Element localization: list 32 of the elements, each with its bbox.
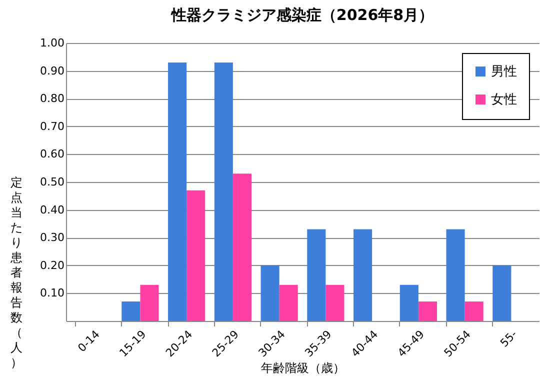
bar xyxy=(232,174,252,321)
bar xyxy=(279,284,298,321)
bar xyxy=(186,190,206,321)
y-tick-label: 0.70 xyxy=(40,120,64,133)
bar xyxy=(400,284,418,321)
y-tick-label: 0.50 xyxy=(40,176,64,188)
y-tick-label: 1.00 xyxy=(40,36,64,50)
bar xyxy=(446,229,465,321)
bar xyxy=(354,229,372,321)
bar xyxy=(464,302,484,321)
bar xyxy=(260,265,280,321)
y-tick-label: 0.60 xyxy=(40,148,64,161)
y-tick-label: 0.90 xyxy=(40,64,64,78)
text: 定点当たり患者報告数（人） xyxy=(10,176,22,370)
y-tick-label: 0.20 xyxy=(40,258,64,272)
bar xyxy=(418,302,437,321)
bar xyxy=(326,284,344,321)
y-tick-label: 0.10 xyxy=(40,286,64,300)
y-tick-label: 0.40 xyxy=(40,203,64,216)
bar xyxy=(307,229,326,321)
x-axis-title: 年齢階級（歳） xyxy=(261,360,345,375)
bar xyxy=(140,284,159,321)
y-tick-label: 0.30 xyxy=(40,231,64,244)
x-tick-label: 55- xyxy=(498,328,520,350)
bar xyxy=(122,302,140,321)
bar xyxy=(492,265,512,321)
legend-label: 女性 xyxy=(491,92,517,108)
bar xyxy=(168,62,187,321)
y-tick-label: 0.80 xyxy=(40,92,64,106)
bar xyxy=(214,62,233,321)
chart-title: 性器クラミジア感染症（2026年8月） xyxy=(170,6,434,24)
legend-label: 男性 xyxy=(491,64,517,80)
